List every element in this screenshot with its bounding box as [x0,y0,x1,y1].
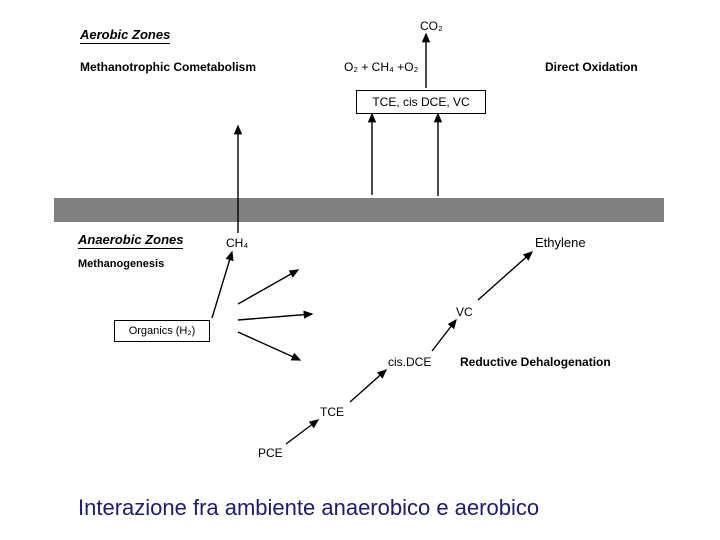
pce-label: PCE [258,446,283,460]
aerobic-title: Aerobic Zones [80,27,170,44]
arrow-fan2 [238,314,312,320]
arrow-organics-to-ch4 [212,252,232,318]
direct-oxidation-label: Direct Oxidation [545,60,638,74]
methanotrophic-label: Methanotrophic Cometabolism [80,60,256,74]
methanogenesis-label: Methanogenesis [78,258,164,270]
arrow-fan1 [238,270,298,304]
vc-label: VC [456,305,473,319]
arrow-fan3 [238,332,300,360]
caption: Interazione fra ambiente anaerobico e ae… [78,495,539,521]
interface-bar [54,198,664,222]
cisdce-label: cis.DCE [388,355,431,369]
anaerobic-title: Anaerobic Zones [78,232,183,249]
organics-box: Organics (H₂) [114,320,210,342]
arrow-cisdce-to-vc [432,320,456,351]
tce-box: TCE, cis DCE, VC [356,90,486,114]
arrow-vc-to-ethylene [478,252,532,300]
arrows-layer [0,0,720,540]
ch4-label: CH₄ [226,236,248,250]
ethylene-label: Ethylene [535,235,586,250]
reductive-dehalogenation-label: Reductive Dehalogenation [460,355,611,369]
arrow-tce-to-cisdce [350,370,386,402]
tce-lower-label: TCE [320,405,344,419]
arrow-pce-to-tce [286,420,318,444]
reagents-label: O₂ + CH₄ +O₂ [344,60,418,74]
co2-label: CO₂ [420,19,443,33]
